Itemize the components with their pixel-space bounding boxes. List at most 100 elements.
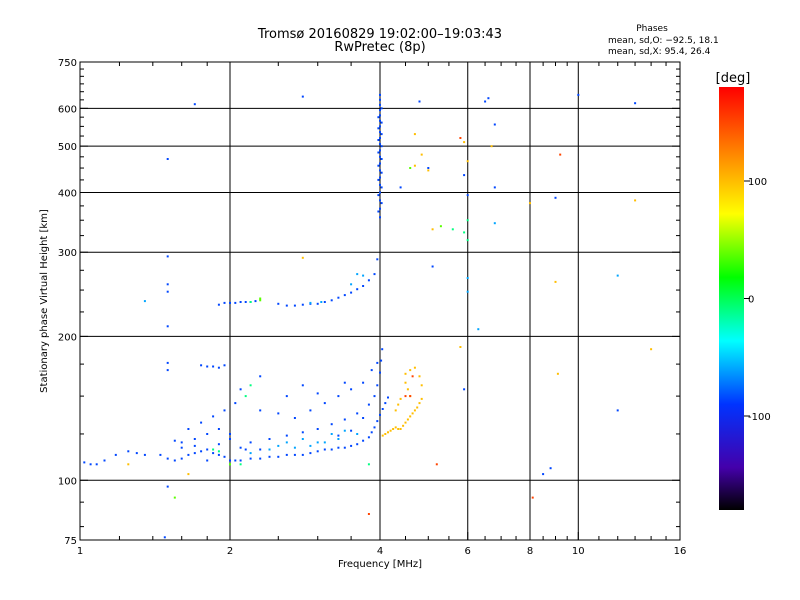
- data-point: [337, 296, 340, 299]
- data-point: [402, 424, 405, 427]
- data-point: [234, 402, 237, 405]
- data-point: [466, 277, 469, 279]
- data-point: [229, 463, 231, 466]
- data-point: [127, 450, 130, 453]
- data-point: [413, 366, 416, 369]
- data-point: [431, 265, 434, 268]
- data-point: [343, 294, 346, 297]
- data-point: [309, 301, 312, 304]
- data-point: [350, 283, 353, 286]
- data-point: [484, 100, 487, 103]
- data-point: [239, 301, 242, 303]
- x-tick-label: 10: [572, 546, 585, 557]
- data-point: [173, 439, 176, 442]
- data-point: [323, 441, 326, 444]
- data-point: [285, 395, 288, 398]
- data-point: [259, 299, 262, 302]
- data-point: [427, 169, 430, 172]
- data-point: [367, 403, 370, 406]
- data-point: [384, 402, 387, 405]
- data-point: [379, 216, 381, 219]
- data-point: [409, 369, 412, 372]
- data-point: [316, 392, 319, 395]
- data-point: [399, 397, 402, 400]
- data-point: [166, 457, 169, 460]
- data-point: [439, 225, 442, 228]
- data-point: [493, 222, 496, 225]
- data-point: [135, 452, 138, 455]
- data-point: [406, 388, 409, 391]
- data-point: [217, 366, 220, 369]
- data-point: [301, 95, 304, 98]
- data-point: [212, 415, 215, 418]
- data-point: [397, 403, 400, 406]
- data-point: [380, 158, 383, 160]
- data-point: [301, 438, 304, 440]
- data-point: [229, 438, 231, 440]
- data-point: [409, 395, 412, 398]
- chart-subtitle: RwPretec (8p): [334, 40, 425, 55]
- data-point: [343, 381, 346, 384]
- data-point: [249, 441, 252, 444]
- data-point: [379, 207, 381, 210]
- data-point: [293, 417, 296, 419]
- data-point: [529, 202, 531, 205]
- data-point: [416, 406, 419, 409]
- data-point: [193, 444, 196, 447]
- data-point: [244, 448, 247, 451]
- data-point: [362, 417, 365, 419]
- data-point: [387, 396, 389, 399]
- data-point: [323, 301, 326, 303]
- y-axis-label: Stationary phase Virtual Height [km]: [39, 209, 50, 393]
- data-point: [356, 273, 359, 276]
- data-point: [367, 279, 370, 282]
- data-point: [330, 299, 333, 302]
- data-point: [373, 426, 376, 429]
- data-point: [293, 446, 296, 449]
- data-point: [159, 453, 162, 456]
- data-point: [411, 375, 414, 378]
- data-point: [377, 194, 380, 197]
- data-point: [343, 446, 346, 449]
- data-point: [427, 167, 430, 169]
- data-point: [379, 199, 381, 202]
- data-point: [377, 127, 380, 130]
- data-point: [277, 455, 280, 458]
- data-point: [323, 402, 326, 405]
- data-point: [634, 102, 637, 105]
- data-point: [376, 420, 379, 423]
- data-point: [277, 412, 280, 415]
- data-point: [377, 151, 380, 154]
- data-point: [180, 441, 183, 444]
- data-point: [259, 448, 262, 451]
- data-point: [411, 412, 414, 415]
- data-point: [173, 496, 176, 499]
- data-point: [229, 301, 231, 304]
- data-point: [362, 439, 365, 442]
- data-point: [350, 291, 353, 294]
- data-point: [330, 433, 333, 435]
- data-point: [380, 133, 383, 136]
- data-point: [409, 167, 412, 169]
- data-point: [379, 176, 381, 179]
- colorbar-tick-label: -100: [748, 412, 771, 423]
- data-point: [316, 450, 319, 453]
- x-tick-label: 8: [527, 546, 533, 557]
- data-point: [356, 433, 359, 435]
- data-point: [418, 375, 421, 378]
- data-point: [380, 145, 383, 148]
- data-point: [293, 304, 296, 307]
- data-point: [379, 169, 381, 172]
- colorbar: [719, 87, 744, 510]
- phases-x-stats: mean, sd,X: 95.4, 26.4: [608, 47, 711, 57]
- data-point: [350, 429, 353, 432]
- data-point: [420, 397, 423, 400]
- data-point: [404, 421, 407, 424]
- data-point: [259, 375, 262, 378]
- data-point: [379, 183, 381, 186]
- data-point: [193, 103, 196, 106]
- data-point: [187, 428, 190, 430]
- data-point: [466, 290, 469, 293]
- data-point: [200, 364, 203, 367]
- x-axis-label: Frequency [MHz]: [338, 559, 422, 570]
